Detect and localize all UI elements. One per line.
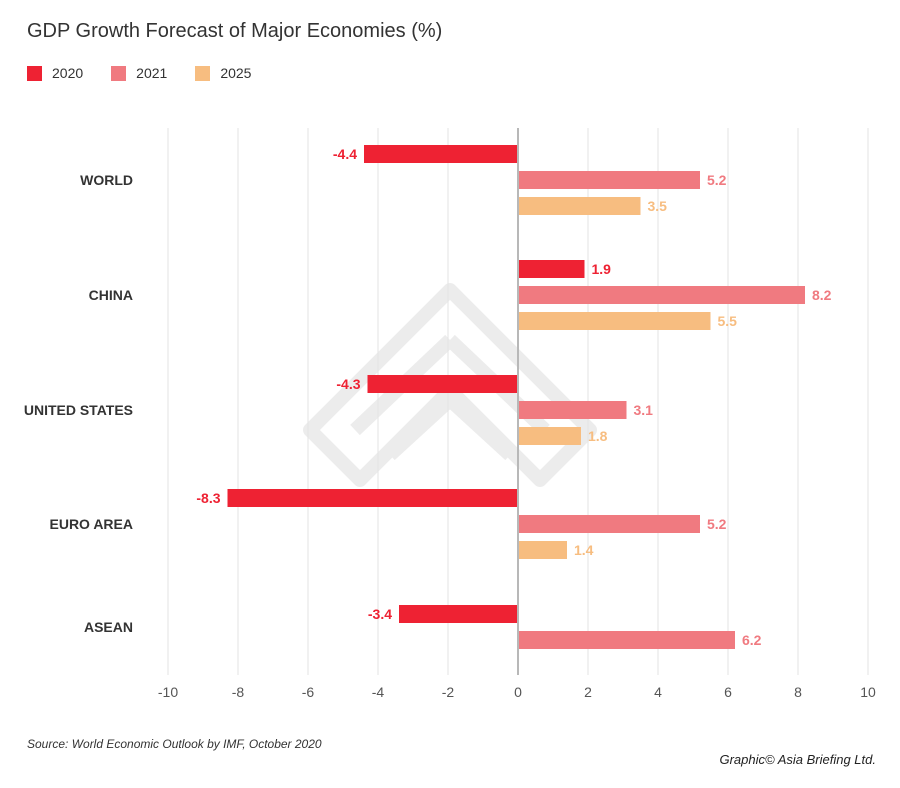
legend-item-2025: 2025 (195, 65, 251, 81)
data-label: -4.3 (336, 376, 360, 392)
data-label: 3.5 (648, 198, 668, 214)
legend: 2020 2021 2025 (27, 65, 251, 81)
bar-2025 (518, 197, 641, 215)
bar-2025 (518, 541, 567, 559)
bar-2025 (518, 427, 581, 445)
data-label: 1.8 (588, 428, 608, 444)
legend-item-2021: 2021 (111, 65, 167, 81)
data-label: 5.2 (707, 172, 727, 188)
bar-2020 (364, 145, 518, 163)
x-tick-label: -6 (302, 684, 315, 700)
data-label: 5.2 (707, 516, 727, 532)
x-tick-label: 6 (724, 684, 732, 700)
bar-2020 (518, 260, 585, 278)
x-tick-label: 4 (654, 684, 662, 700)
bar-2021 (518, 171, 700, 189)
grid-lines (167, 128, 869, 675)
x-tick-label: 0 (514, 684, 522, 700)
data-label: -3.4 (368, 606, 392, 622)
legend-swatch-2025 (195, 65, 211, 81)
legend-label-2025: 2025 (220, 65, 252, 81)
category-label: UNITED STATES (24, 402, 133, 418)
x-tick-label: -2 (442, 684, 455, 700)
data-label: 1.9 (592, 261, 612, 277)
category-label: WORLD (80, 172, 133, 188)
bar-2021 (518, 515, 700, 533)
x-tick-label: 10 (860, 684, 876, 700)
data-label: 5.5 (718, 313, 738, 329)
x-tick-label: 8 (794, 684, 802, 700)
data-labels: -4.4 5.2 3.5 1.9 8.2 5.5 -4.3 3.1 1.8 -8.3 5.2 1.4 -… (196, 146, 831, 648)
data-label: 1.4 (574, 542, 594, 558)
bar-2021 (518, 401, 627, 419)
bar-2020 (367, 375, 518, 393)
legend-item-2020: 2020 (27, 65, 83, 81)
data-label: -4.4 (333, 146, 357, 162)
data-label: 3.1 (634, 402, 654, 418)
data-label: 8.2 (812, 287, 832, 303)
source-note: Source: World Economic Outlook by IMF, O… (27, 737, 322, 751)
bar-2021 (518, 631, 735, 649)
chart-title: GDP Growth Forecast of Major Economies (… (27, 20, 443, 42)
x-tick-label: -4 (372, 684, 385, 700)
x-tick-label: -10 (158, 684, 178, 700)
x-tick-labels: -10 -8 -6 -4 -2 0 2 4 6 8 10 (158, 684, 876, 700)
category-labels: WORLD CHINA UNITED STATES EURO AREA ASEAN (24, 172, 133, 635)
legend-label-2021: 2021 (136, 65, 168, 81)
data-label: -8.3 (196, 490, 220, 506)
bars (227, 145, 805, 649)
bar-2025 (518, 312, 711, 330)
category-label: ASEAN (84, 619, 133, 635)
credit-note: Graphic© Asia Briefing Ltd. (719, 752, 876, 767)
category-label: EURO AREA (50, 516, 134, 532)
legend-swatch-2020 (27, 65, 42, 81)
category-label: CHINA (89, 287, 133, 303)
data-label: 6.2 (742, 632, 762, 648)
x-tick-label: -8 (232, 684, 245, 700)
bar-2020 (399, 605, 518, 623)
bar-2021 (518, 286, 805, 304)
legend-swatch-2021 (111, 65, 127, 81)
legend-label-2020: 2020 (52, 65, 84, 81)
x-tick-label: 2 (584, 684, 592, 700)
bar-2020 (227, 489, 518, 507)
